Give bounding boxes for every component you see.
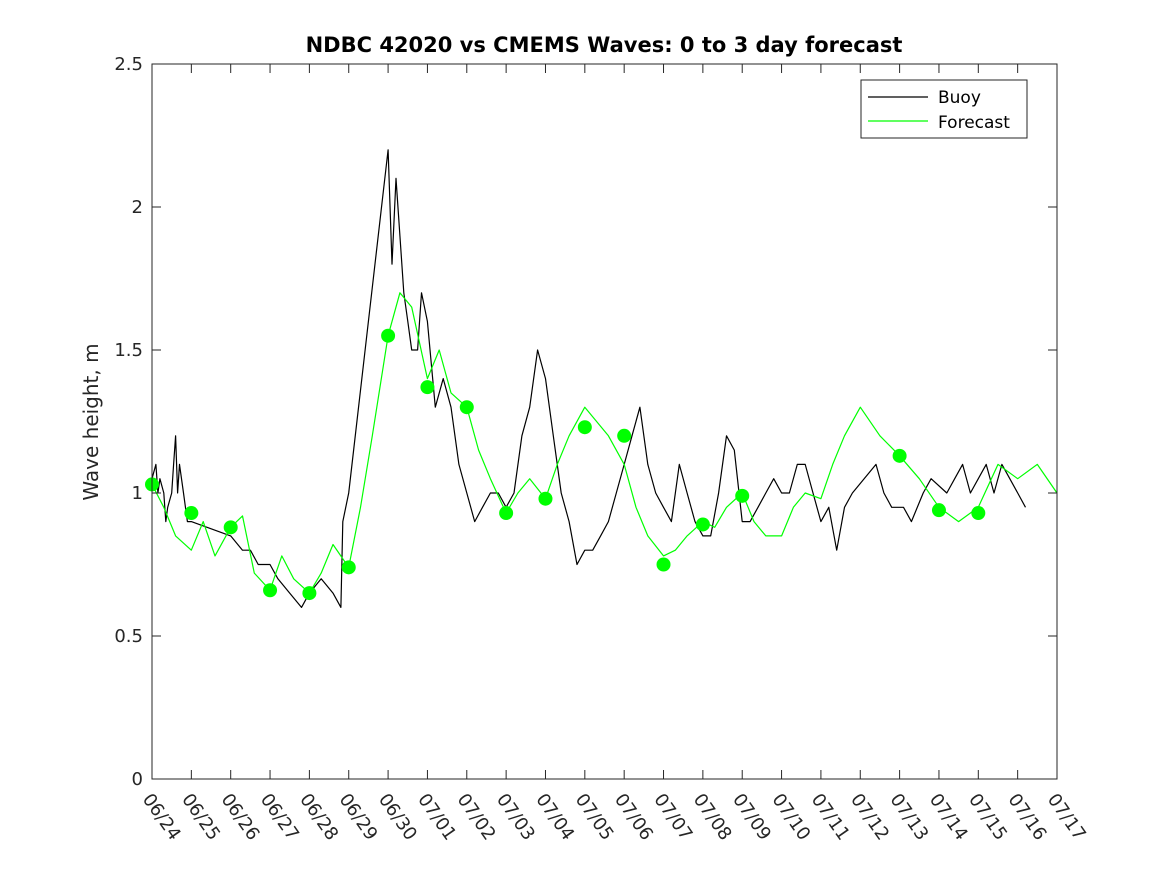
- forecast-marker: [892, 448, 907, 463]
- forecast-marker: [184, 506, 199, 521]
- forecast-marker: [381, 328, 396, 343]
- y-tick-label: 0.5: [114, 626, 143, 647]
- forecast-marker: [499, 506, 514, 521]
- forecast-marker: [302, 586, 317, 601]
- forecast-marker: [656, 557, 671, 572]
- plot-area: [152, 64, 1057, 779]
- legend-box: [860, 79, 1028, 139]
- legend-forecast-label: Forecast: [938, 113, 1010, 133]
- y-tick-label: 2: [132, 197, 143, 218]
- forecast-series-line: [151, 292, 1058, 594]
- forecast-marker: [223, 520, 238, 535]
- buoy-series-line: [151, 149, 1027, 609]
- legend: Buoy Forecast: [860, 79, 1028, 139]
- forecast-marker: [538, 491, 553, 506]
- axes-box: [151, 63, 1058, 780]
- y-tick-label: 1.5: [114, 340, 143, 361]
- forecast-marker: [617, 428, 632, 443]
- legend-buoy-label: Buoy: [938, 88, 981, 108]
- forecast-marker: [971, 506, 986, 521]
- chart-title: NDBC 42020 vs CMEMS Waves: 0 to 3 day fo…: [306, 33, 903, 57]
- forecast-marker: [420, 380, 435, 395]
- y-axis-label: Wave height, m: [79, 343, 103, 500]
- forecast-marker: [341, 560, 356, 575]
- y-tick-label: 1: [132, 483, 143, 504]
- y-tick-label: 2.5: [114, 54, 143, 75]
- series-layer: [151, 149, 1058, 609]
- forecast-marker: [695, 517, 710, 532]
- forecast-marker: [459, 400, 474, 415]
- forecast-marker: [577, 420, 592, 435]
- y-tick-label: 0: [132, 769, 143, 790]
- forecast-marker: [263, 583, 278, 598]
- forecast-marker: [931, 503, 946, 518]
- y-axis: 0 0.5 1 1.5 2 2.5: [114, 54, 1057, 790]
- forecast-marker: [735, 488, 750, 503]
